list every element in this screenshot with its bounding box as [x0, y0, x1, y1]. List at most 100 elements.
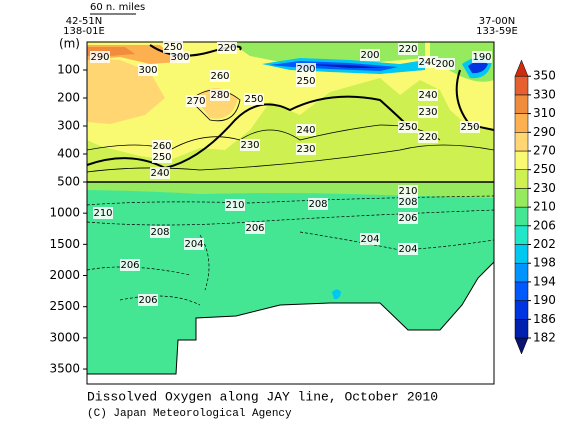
- contour-label-bg: [360, 49, 380, 61]
- colorbar-label: 230: [533, 181, 556, 195]
- y-tick-label: 200: [57, 91, 80, 105]
- contour-label: 208: [308, 199, 327, 210]
- contour-label-bg: [150, 226, 170, 238]
- y-tick-label: 1000: [49, 206, 80, 220]
- contour-label: 230: [240, 140, 259, 151]
- contour-label-bg: [217, 42, 237, 54]
- y-tick-label: 2000: [49, 268, 80, 282]
- colorbar-segment: [514, 281, 529, 301]
- colorbar-segment: [514, 59, 529, 77]
- contour-label: 230: [296, 144, 315, 155]
- contour-label-bg: [308, 198, 328, 210]
- contour-label-bg: [472, 51, 492, 63]
- contour-label-bg: [152, 151, 172, 163]
- field-region: [332, 289, 341, 300]
- colorbar-segment: [514, 225, 529, 245]
- colorbar-segment: [514, 94, 529, 114]
- y-tick-label: 100: [57, 63, 80, 77]
- contour-label: 250: [398, 122, 417, 133]
- colorbar-segment: [514, 319, 529, 339]
- colorbar-label: 186: [533, 312, 556, 326]
- contour-label: 230: [418, 107, 437, 118]
- contour-label: 260: [152, 141, 171, 152]
- contour-label: 210: [398, 186, 417, 197]
- contour-label-bg: [418, 56, 438, 68]
- y-tick-label: 3500: [49, 362, 80, 376]
- contour-label: 204: [398, 244, 417, 255]
- contour-label: 206: [245, 223, 264, 234]
- start-lon: 138-01E: [63, 26, 105, 37]
- contour-label-bg: [398, 243, 418, 255]
- y-tick-label: 3000: [49, 330, 80, 344]
- contour-label: 250: [296, 76, 315, 87]
- contour-label-bg: [418, 131, 438, 143]
- contour-label-bg: [398, 121, 418, 133]
- contour-label: 300: [170, 52, 189, 63]
- field-region: [468, 61, 488, 74]
- contour-label-bg: [296, 124, 316, 136]
- contour-label-bg: [210, 89, 230, 101]
- colorbar-label: 202: [533, 237, 556, 251]
- contour-label-bg: [244, 93, 264, 105]
- contour-label-bg: [152, 140, 172, 152]
- contour-label: 250: [152, 152, 171, 163]
- contour-label-bg: [398, 212, 418, 224]
- y-tick-label: 500: [57, 175, 80, 189]
- end-lon: 133-59E: [476, 26, 518, 37]
- contour-label: 300: [138, 65, 157, 76]
- colorbar-label: 310: [533, 106, 556, 120]
- contour-label: 290: [90, 52, 109, 63]
- contour-label-bg: [296, 63, 316, 75]
- contour-label-bg: [296, 143, 316, 155]
- colorbar-label: 270: [533, 144, 556, 158]
- y-unit: (m): [59, 37, 80, 51]
- contour-label-bg: [360, 233, 380, 245]
- contour-label-bg: [90, 51, 110, 63]
- contour-label: 208: [150, 227, 169, 238]
- colorbar-segment: [514, 113, 529, 133]
- contour-label: 206: [138, 295, 157, 306]
- contour-label-bg: [170, 51, 190, 63]
- colorbar-label: 198: [533, 256, 556, 270]
- start-lat: 42-51N: [66, 16, 103, 27]
- contour-label: 206: [120, 260, 139, 271]
- contour-label-bg: [460, 121, 480, 133]
- contour-label: 200: [296, 64, 315, 75]
- contour-label-bg: [398, 43, 418, 55]
- colorbar-segment: [514, 75, 529, 96]
- colorbar-label: 182: [533, 331, 556, 345]
- contour-label: 260: [210, 71, 229, 82]
- contour-label-bg: [418, 106, 438, 118]
- contour-label: 220: [398, 44, 417, 55]
- end-lat: 37-00N: [479, 16, 516, 27]
- colorbar-label: 330: [533, 87, 556, 101]
- contour-label-bg: [93, 207, 113, 219]
- contour-label-bg: [138, 294, 158, 306]
- contour-label-bg: [163, 41, 183, 53]
- y-tick-label: 2500: [49, 299, 80, 313]
- contour-label: 210: [93, 208, 112, 219]
- contour-label: 240: [418, 90, 437, 101]
- contour-label: 270: [186, 96, 205, 107]
- contour-label-bg: [418, 89, 438, 101]
- contour-label-bg: [245, 222, 265, 234]
- contour-label: 250: [244, 94, 263, 105]
- contour-label-bg: [150, 167, 170, 179]
- contour-label: 200: [360, 50, 379, 61]
- contour-label-bg: [186, 95, 206, 107]
- colorbar-label: 350: [533, 69, 556, 83]
- contour-label-bg: [398, 185, 418, 197]
- colorbar-segment: [514, 300, 529, 320]
- contour-label: 250: [460, 122, 479, 133]
- contour-label: 240: [418, 57, 437, 68]
- contour-label-bg: [225, 199, 245, 211]
- contour-label: 190: [472, 52, 491, 63]
- y-tick-label: 1500: [49, 237, 80, 251]
- colorbar-segment: [514, 262, 529, 283]
- contour-label-bg: [138, 64, 158, 76]
- colorbar-label: 206: [533, 218, 556, 232]
- contour-label-bg: [240, 139, 260, 151]
- chart-title: Dissolved Oxygen along JAY line, October…: [87, 389, 438, 404]
